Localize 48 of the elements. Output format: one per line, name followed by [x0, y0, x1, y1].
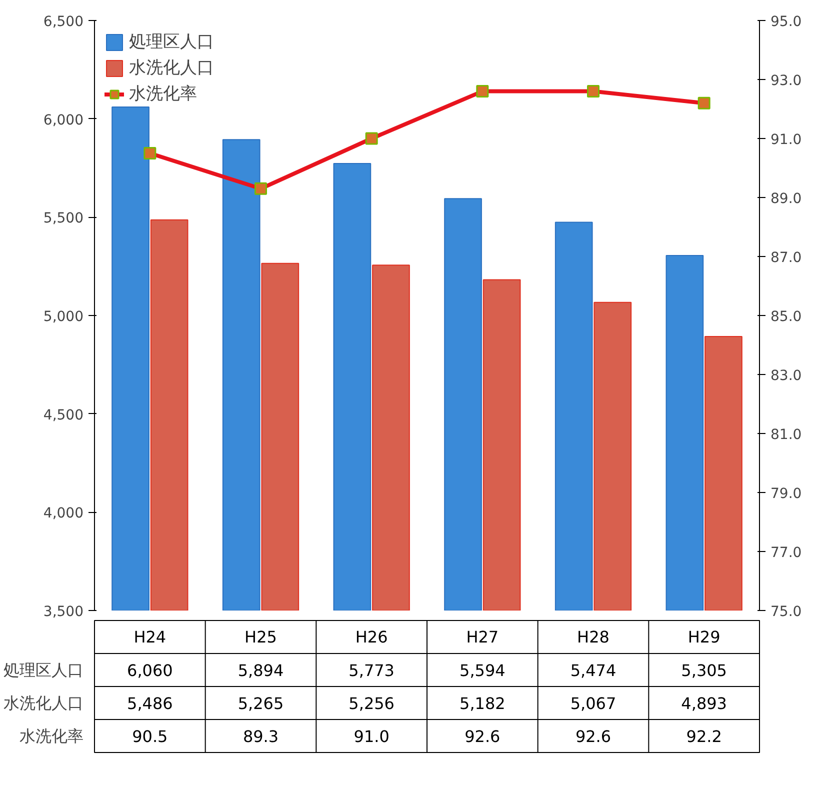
y2-tick-label: 91.0 [770, 132, 802, 148]
data-label: 89.3 [242, 727, 279, 746]
text: 水洗化人口 [4, 694, 84, 712]
text: 処理区人口 [4, 660, 84, 680]
data-label: 5,594 [460, 661, 506, 680]
x-tick-label: H24 [134, 628, 166, 646]
data-label: 4,893 [681, 694, 727, 713]
y2-tick-label: 77.0 [770, 545, 802, 561]
y2-tick-label: 75.0 [770, 604, 802, 620]
y-tick-label: 4,500 [43, 407, 84, 424]
y2-tick-label: 87.0 [770, 250, 802, 266]
y-tick-label: 5,500 [43, 210, 84, 227]
data-label: 5,256 [348, 694, 394, 713]
data-label: 6,060 [127, 661, 173, 680]
data-label: 5,474 [570, 661, 616, 680]
data-label: 91.0 [354, 727, 390, 746]
y-tick-label: 4,000 [43, 506, 84, 522]
data-label: 92.2 [686, 727, 722, 746]
data-label: 5,067 [570, 694, 616, 713]
x-tick-label: H25 [244, 628, 277, 646]
x-tick-label: H26 [355, 628, 388, 646]
y2-tick-label: 93.0 [770, 73, 802, 89]
x-tick-label: H28 [577, 628, 610, 646]
x-tick-label: H27 [466, 628, 499, 646]
y2-tick-label: 83.0 [770, 368, 802, 384]
data-label: 92.6 [464, 727, 500, 746]
data-label: 5,305 [681, 661, 727, 680]
y2-tick-label: 95.0 [770, 14, 802, 30]
data-label: 5,894 [238, 661, 284, 680]
legend-label: 水洗化人口 [129, 57, 214, 79]
data-label: 5,486 [127, 694, 173, 713]
text: 水洗化率 [20, 726, 84, 746]
y2-tick-label: 89.0 [770, 191, 802, 207]
y-tick-label: 6,500 [43, 14, 84, 30]
data-label: 92.6 [575, 727, 612, 746]
x-tick-label: H29 [688, 628, 720, 646]
y2-tick-label: 85.0 [770, 309, 802, 325]
legend-label: 水洗化率 [129, 83, 197, 105]
y-tick-label: 6,000 [43, 112, 84, 128]
y-tick-label: 5,000 [43, 309, 84, 325]
data-label: 5,265 [238, 694, 284, 713]
legend-label: 処理区人口 [129, 31, 214, 53]
data-label: 90.5 [132, 727, 168, 746]
y2-tick-label: 81.0 [770, 427, 802, 443]
data-label: 5,182 [460, 694, 506, 713]
y-tick-label: 3,500 [43, 604, 84, 620]
y2-tick-label: 79.0 [770, 486, 802, 502]
data-label: 5,773 [348, 661, 394, 680]
